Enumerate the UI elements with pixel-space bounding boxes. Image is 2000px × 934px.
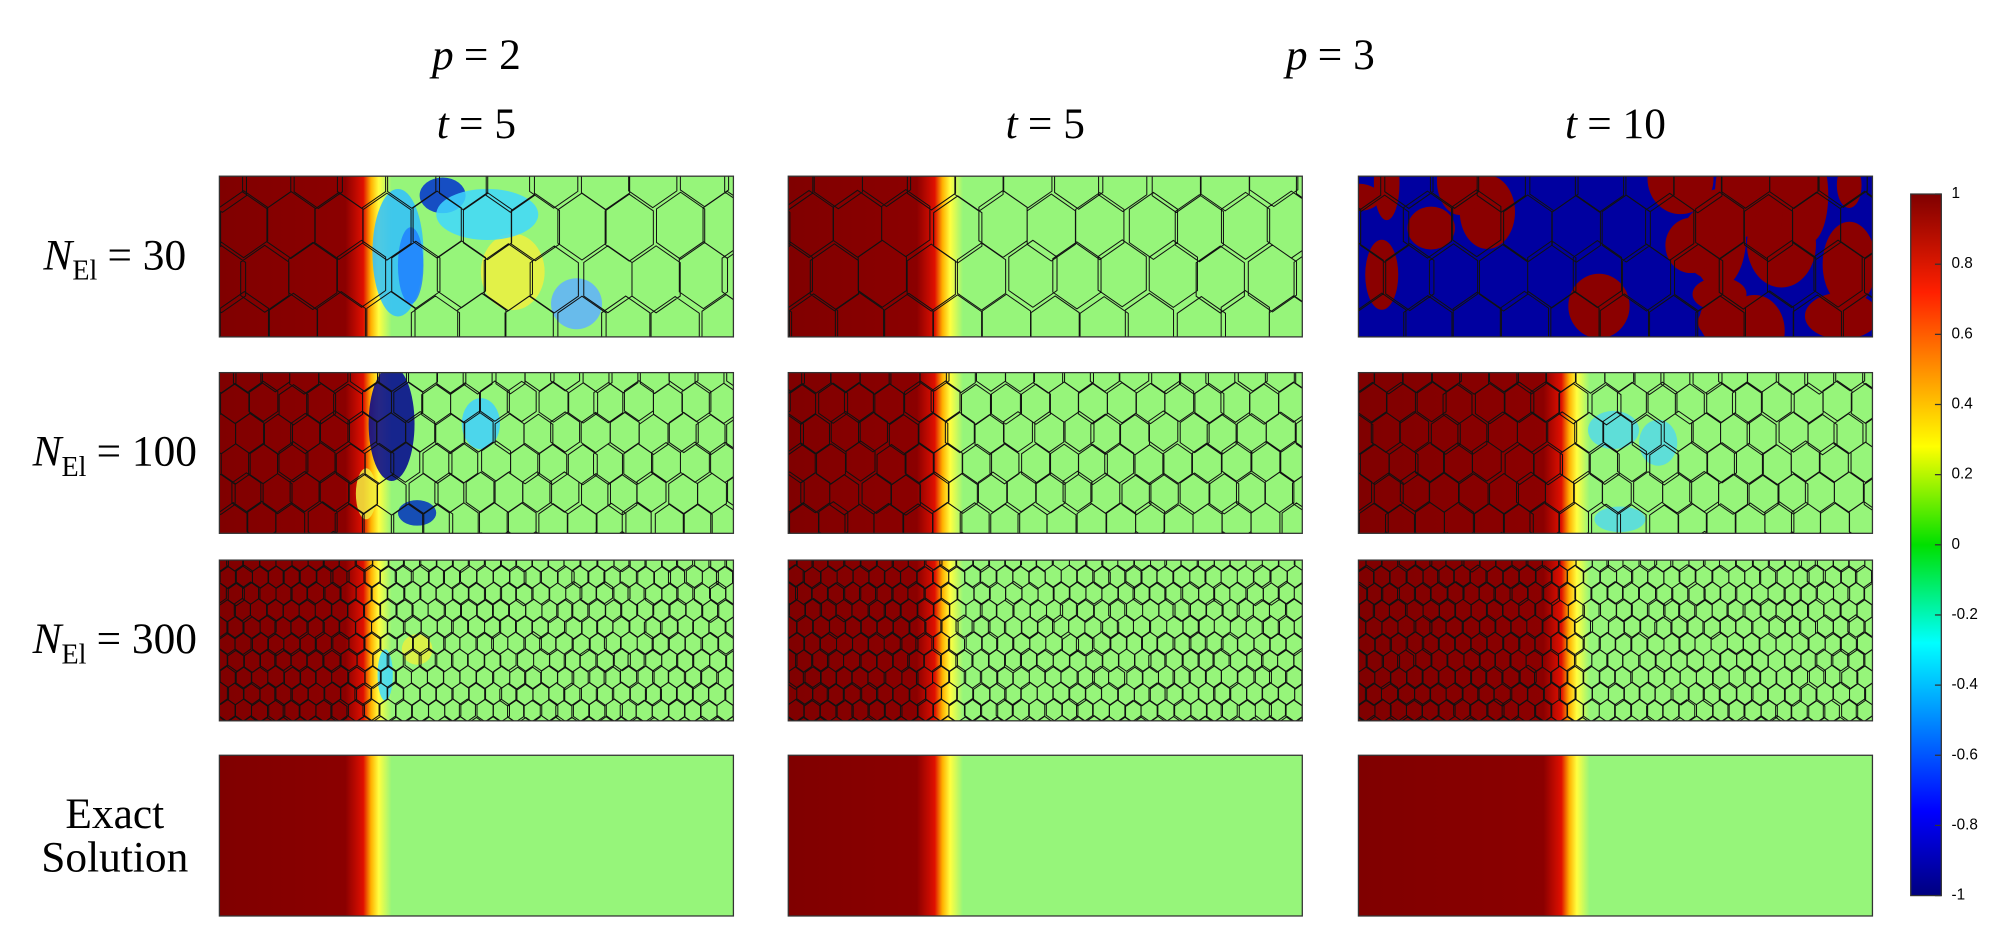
math-value: = 100	[97, 428, 197, 476]
panel-border	[787, 371, 1303, 534]
solution-panel	[788, 560, 1303, 721]
mesh	[1358, 560, 1873, 721]
panel-border	[218, 175, 735, 338]
solution-panel	[788, 755, 1303, 916]
panel-border	[1357, 371, 1874, 534]
field-patch	[1647, 176, 1714, 215]
panel-border	[1357, 754, 1874, 917]
field	[1358, 755, 1873, 916]
panel-border	[1357, 175, 1874, 338]
math-value: = 3	[1318, 31, 1375, 79]
panel-border	[218, 754, 735, 917]
row-label: NEl = 300	[32, 615, 197, 670]
colorbar-tick-label: -1	[1952, 887, 1966, 904]
math-symbol: t	[1006, 100, 1019, 148]
field-patch	[1724, 294, 1785, 337]
field-artifact	[397, 227, 424, 304]
panel-border	[1357, 559, 1874, 722]
solution-panel	[219, 176, 734, 337]
colorbar-tick-label: 0.8	[1952, 255, 1973, 272]
field-artifact	[461, 398, 500, 450]
mesh	[219, 372, 734, 534]
panel-border	[218, 559, 735, 722]
math-symbol: p	[429, 31, 454, 79]
math-value: = 30	[107, 231, 186, 279]
math-value: = 2	[464, 31, 521, 79]
mesh	[1358, 372, 1873, 534]
solution-panel	[788, 176, 1303, 337]
math-symbol: t	[1565, 100, 1578, 148]
panel-border	[218, 371, 735, 534]
solution-panel	[219, 372, 734, 534]
colorbar-tick-label: 0.2	[1952, 466, 1973, 483]
mesh	[219, 176, 734, 337]
colorbar-tick-label: -0.4	[1952, 676, 1979, 693]
math-symbol: N	[32, 428, 64, 476]
field-artifact	[1594, 506, 1646, 533]
panel-border	[787, 559, 1303, 722]
panel-border	[787, 754, 1303, 917]
field-artifact	[1639, 419, 1678, 466]
column-header: t = 10	[1565, 100, 1666, 148]
colorbar-tick-label: -0.6	[1952, 746, 1978, 763]
field	[219, 755, 734, 916]
mesh	[788, 372, 1303, 534]
field	[788, 755, 1303, 916]
mesh	[219, 560, 734, 721]
field	[788, 372, 1303, 534]
row-label: Exact	[65, 790, 164, 838]
math-symbol: N	[42, 231, 74, 279]
field-patch	[1373, 176, 1400, 221]
mesh	[788, 176, 1303, 337]
math-symbol: N	[32, 615, 64, 663]
field-patch	[1822, 221, 1873, 307]
solution-panel	[219, 755, 734, 916]
math-value: = 10	[1587, 100, 1666, 148]
colorbar-tick-label: 0.6	[1952, 325, 1973, 342]
solution-panel	[1358, 176, 1873, 337]
math-subscript: El	[62, 639, 87, 670]
math-value: = 5	[1028, 100, 1085, 148]
math-subscript: El	[72, 255, 97, 286]
colorbar-tick-label: 0	[1952, 536, 1961, 553]
colorbar-tick-label: 0.4	[1952, 396, 1974, 413]
field-artifact	[368, 372, 415, 482]
column-header: t = 5	[1006, 100, 1085, 148]
solution-panel	[1358, 560, 1873, 721]
field-patch	[1804, 292, 1873, 337]
math-symbol: p	[1283, 31, 1308, 79]
colorbar-tick-label: -0.8	[1952, 816, 1978, 833]
row-label: Solution	[41, 833, 188, 881]
math-value: = 5	[459, 100, 516, 148]
field-patch	[1758, 176, 1784, 245]
solution-panel	[1358, 372, 1873, 534]
group-header: p = 2	[429, 31, 521, 79]
column-header: t = 5	[437, 100, 516, 148]
math-value: = 300	[97, 615, 197, 663]
field-artifact	[401, 634, 433, 665]
math-symbol: t	[437, 100, 450, 148]
group-header: p = 3	[1283, 31, 1375, 79]
solution-panel	[1358, 755, 1873, 916]
row-label: NEl = 30	[42, 231, 186, 286]
field-artifact	[551, 278, 603, 330]
solution-panel	[788, 372, 1303, 534]
panel-border	[787, 175, 1303, 338]
colorbar-tick-label: -0.2	[1952, 606, 1978, 623]
mesh	[788, 560, 1303, 721]
field-patch	[1836, 176, 1862, 209]
field-artifact	[355, 468, 377, 520]
colorbar-tick-label: 1	[1952, 185, 1961, 202]
field-patch	[1407, 206, 1455, 250]
mesh	[1358, 176, 1873, 337]
field-artifact	[397, 500, 437, 526]
field-patch	[1568, 273, 1630, 337]
row-label: NEl = 100	[32, 428, 197, 483]
solution-panel	[219, 560, 734, 721]
math-subscript: El	[62, 452, 87, 483]
